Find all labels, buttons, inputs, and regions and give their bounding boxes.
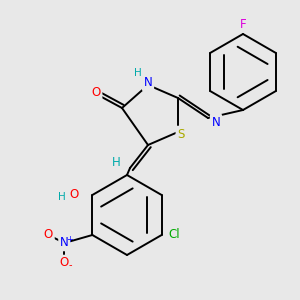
- Text: O: O: [70, 188, 79, 202]
- Text: -: -: [69, 260, 72, 270]
- Text: H: H: [58, 192, 66, 202]
- Text: O: O: [44, 229, 53, 242]
- Text: +: +: [66, 235, 73, 244]
- Text: N: N: [60, 236, 69, 250]
- Text: N: N: [212, 116, 220, 128]
- Text: S: S: [177, 128, 185, 140]
- Text: H: H: [134, 68, 142, 78]
- Text: F: F: [240, 17, 246, 31]
- Text: O: O: [92, 86, 100, 100]
- Text: N: N: [144, 76, 152, 89]
- Text: H: H: [112, 157, 120, 169]
- Text: Cl: Cl: [169, 229, 181, 242]
- Text: O: O: [60, 256, 69, 269]
